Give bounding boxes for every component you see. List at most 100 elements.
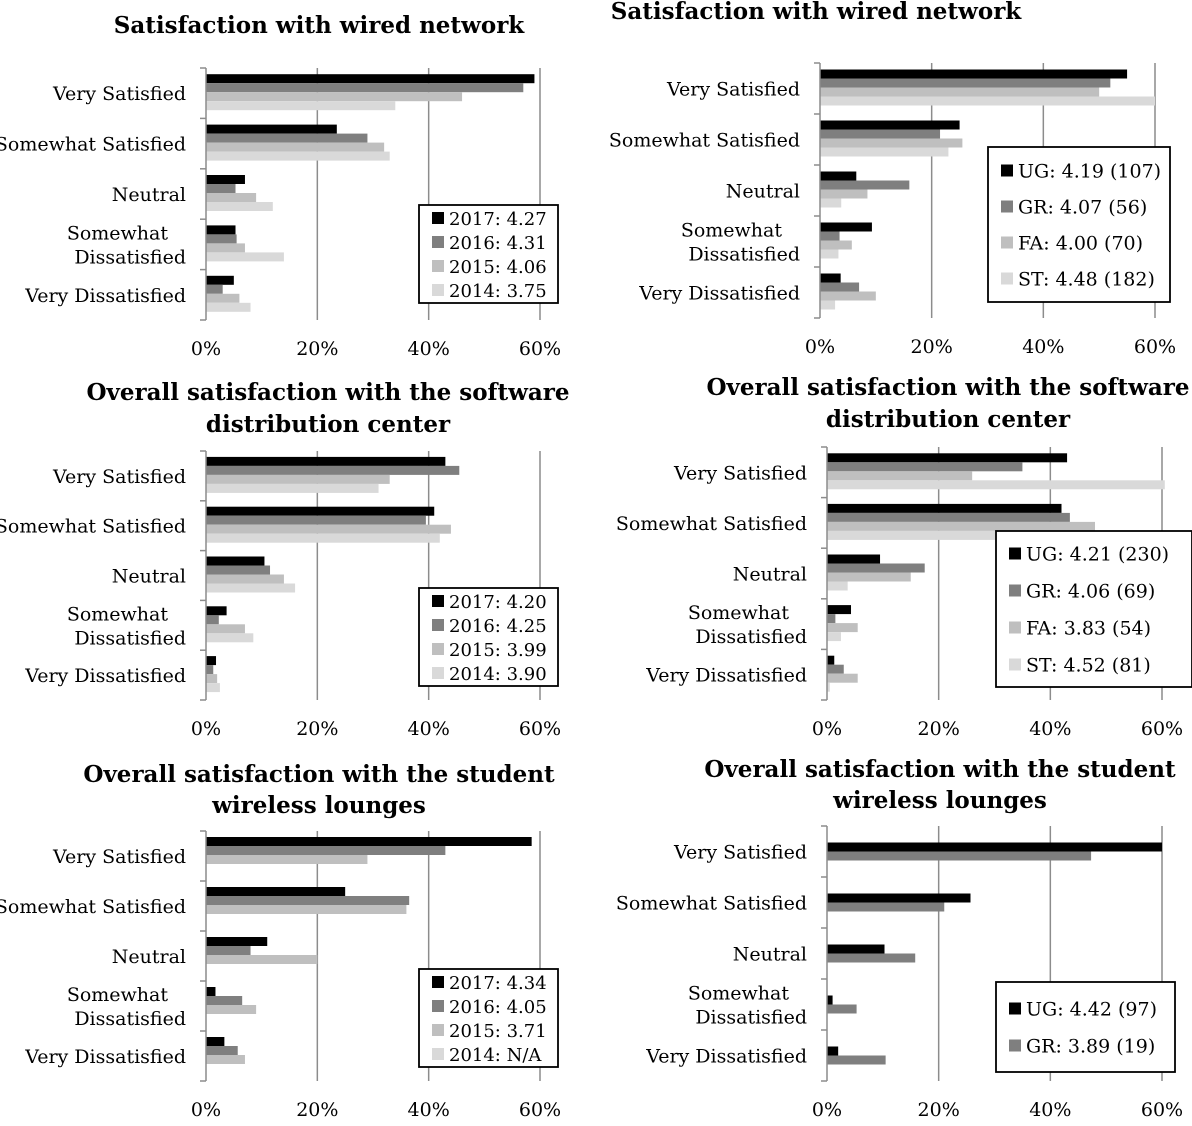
- legend-box: [995, 981, 1176, 1073]
- bar-very-dissatisfied-s2: [206, 1046, 238, 1055]
- x-tick-label: 60%: [1134, 336, 1176, 358]
- bar-somewhat-satisfied-s1: [827, 893, 971, 903]
- chart-title: distribution center: [206, 411, 451, 438]
- x-tick-label: 40%: [408, 1099, 450, 1121]
- category-label: Very Dissatisfied: [638, 283, 800, 305]
- bar-somewhat-dissatisfied-s2: [206, 996, 243, 1005]
- bar-somewhat-satisfied-s4: [206, 533, 440, 543]
- category-label: Very Satisfied: [673, 462, 807, 484]
- legend: UG: 4.21 (230) GR: 4.06 (69) FA: 3.83 (54)…: [995, 530, 1192, 688]
- legend-label: 2016: 4.31: [449, 233, 547, 254]
- category-label: Very Dissatisfied: [24, 1046, 186, 1068]
- legend: 2017: 4.27 2016: 4.31 2015: 4.06 2014: 3.75: [418, 204, 559, 304]
- category-label: Somewhat: [67, 603, 169, 625]
- legend: UG: 4.19 (107) GR: 4.07 (56) FA: 4.00 (70)…: [987, 146, 1171, 303]
- bar-neutral-s2: [820, 180, 910, 190]
- legend-swatch: [432, 1000, 444, 1012]
- chart-6: Overall satisfaction with the student wir…: [616, 756, 1183, 1121]
- x-tick-label: 60%: [519, 338, 561, 360]
- category-label: Somewhat: [688, 983, 790, 1005]
- bar-very-dissatisfied-s3: [827, 673, 858, 683]
- legend: 2017: 4.34 2016: 4.05 2015: 3.71 2014: N/A: [418, 968, 559, 1068]
- chart-5: Overall satisfaction with the student wir…: [0, 761, 561, 1121]
- bar-somewhat-dissatisfied-s2: [820, 231, 840, 241]
- x-tick-label: 0%: [805, 336, 835, 358]
- bar-neutral-s2: [206, 946, 251, 955]
- legend-swatch: [1001, 236, 1013, 249]
- legend-swatch: [1009, 658, 1021, 671]
- bar-somewhat-dissatisfied-s3: [206, 624, 245, 634]
- x-tick-label: 20%: [918, 1099, 960, 1121]
- bar-very-dissatisfied-s1: [206, 275, 234, 285]
- bar-very-satisfied-s4: [820, 96, 1155, 106]
- bar-somewhat-satisfied-s2: [206, 133, 368, 143]
- legend-swatch: [432, 260, 444, 272]
- bar-somewhat-dissatisfied-s1: [827, 605, 852, 615]
- bar-somewhat-satisfied-s3: [827, 521, 1095, 531]
- bar-very-dissatisfied-s2: [206, 665, 214, 675]
- bar-very-dissatisfied-s1: [820, 273, 841, 283]
- bar-somewhat-satisfied-s1: [206, 887, 346, 896]
- bar-very-satisfied-s3: [206, 92, 463, 102]
- chart-3: Overall satisfaction with the software di…: [0, 379, 570, 740]
- category-label: Very Satisfied: [52, 83, 186, 105]
- bar-neutral-s2: [827, 953, 916, 963]
- category-label: Somewhat: [688, 602, 790, 624]
- x-tick-label: 60%: [1141, 718, 1183, 740]
- category-label: Somewhat Satisfied: [0, 516, 186, 538]
- legend-swatch: [1009, 547, 1021, 560]
- legend-label: UG: 4.42 (97): [1026, 999, 1157, 1021]
- x-tick-label: 0%: [191, 338, 221, 360]
- bar-somewhat-dissatisfied-s1: [820, 222, 872, 232]
- legend-label: ST: 4.52 (81): [1026, 655, 1151, 677]
- category-label: Very Satisfied: [666, 79, 800, 101]
- bar-neutral-s4: [827, 581, 848, 591]
- x-tick-label: 0%: [191, 1099, 221, 1121]
- bar-very-satisfied-s1: [206, 837, 532, 846]
- bar-somewhat-dissatisfied-s1: [206, 987, 216, 996]
- category-label: Dissatisfied: [74, 246, 186, 268]
- legend-label: 2015: 4.06: [449, 257, 547, 278]
- legend-swatch: [1001, 200, 1013, 213]
- bar-neutral-s2: [827, 563, 925, 573]
- category-label: Somewhat: [67, 222, 169, 244]
- bar-somewhat-dissatisfied-s2: [206, 615, 219, 625]
- bar-somewhat-dissatisfied-s1: [827, 995, 833, 1005]
- bar-very-dissatisfied-s1: [206, 656, 217, 666]
- legend-swatch: [1009, 584, 1021, 597]
- legend-label: FA: 4.00 (70): [1018, 233, 1143, 255]
- bar-somewhat-dissatisfied-s1: [206, 606, 227, 616]
- bar-somewhat-satisfied-s3: [206, 142, 385, 152]
- bar-neutral-s4: [820, 198, 842, 208]
- legend-swatch: [432, 1024, 444, 1036]
- bar-somewhat-satisfied-s1: [827, 503, 1062, 513]
- bar-very-dissatisfied-s2: [206, 284, 223, 294]
- bar-very-satisfied-s1: [827, 842, 1162, 852]
- chart-title: Satisfaction with wired network: [611, 0, 1023, 25]
- category-label: Very Dissatisfied: [24, 665, 186, 687]
- category-label: Somewhat Satisfied: [616, 893, 807, 915]
- bar-somewhat-dissatisfied-s3: [206, 243, 245, 253]
- bar-very-satisfied-s2: [827, 462, 1023, 472]
- category-label: Dissatisfied: [688, 244, 800, 266]
- bar-somewhat-dissatisfied-s3: [206, 1005, 257, 1014]
- chart-1: Satisfaction with wired network Very Sati…: [0, 12, 561, 360]
- category-label: Very Satisfied: [673, 842, 807, 864]
- bar-somewhat-dissatisfied-s4: [206, 633, 254, 643]
- chart-4: Overall satisfaction with the software di…: [616, 374, 1192, 740]
- bar-neutral-s1: [206, 175, 245, 184]
- category-label: Somewhat Satisfied: [609, 130, 800, 152]
- bar-neutral-s4: [206, 583, 296, 593]
- chart-title: wireless lounges: [211, 792, 426, 819]
- legend-label: 2017: 4.20: [449, 592, 547, 613]
- category-label: Somewhat Satisfied: [0, 896, 186, 918]
- bar-very-satisfied-s2: [827, 851, 1092, 861]
- bar-somewhat-dissatisfied-s3: [827, 623, 858, 633]
- legend-label: 2014: 3.90: [449, 664, 547, 685]
- legend-label: UG: 4.21 (230): [1026, 544, 1169, 566]
- bar-somewhat-satisfied-s2: [206, 515, 426, 525]
- bar-very-dissatisfied-s3: [206, 674, 218, 684]
- legend-label: 2014: 3.75: [449, 281, 547, 302]
- bar-neutral-s1: [820, 171, 857, 181]
- chart-title: wireless lounges: [832, 787, 1047, 814]
